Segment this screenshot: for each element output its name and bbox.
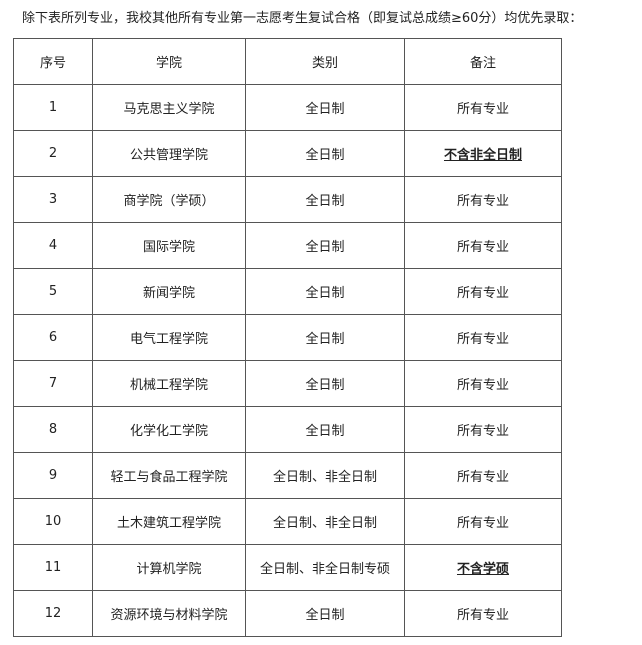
table-cell: 7 [13, 360, 93, 407]
table-cell: 全日制、非全日制 [245, 498, 405, 545]
table-cell: 全日制 [245, 314, 405, 361]
table-cell: 不含学硕 [404, 544, 562, 591]
table-cell: 化学化工学院 [92, 406, 246, 453]
table-cell: 所有专业 [404, 360, 562, 407]
table-cell: 土木建筑工程学院 [92, 498, 246, 545]
table-cell: 全日制 [245, 130, 405, 177]
table-cell: 国际学院 [92, 222, 246, 269]
table-cell: 5 [13, 268, 93, 315]
table-cell: 全日制、非全日制专硕 [245, 544, 405, 591]
table-cell: 电气工程学院 [92, 314, 246, 361]
table-cell: 全日制 [245, 176, 405, 223]
table-row: 3 商学院（学硕） 全日制 所有专业 [13, 176, 562, 223]
table-cell: 全日制 [245, 590, 405, 637]
table-cell: 商学院（学硕） [92, 176, 246, 223]
intro-text: 除下表所列专业，我校其他所有专业第一志愿考生复试合格（即复试总成绩≥60分）均优… [22, 11, 583, 26]
table-cell: 所有专业 [404, 406, 562, 453]
table-cell: 资源环境与材料学院 [92, 590, 246, 637]
table-row: 6 电气工程学院 全日制 所有专业 [13, 314, 562, 361]
table-cell: 2 [13, 130, 93, 177]
header-cell: 备注 [404, 38, 562, 85]
table-cell: 所有专业 [404, 176, 562, 223]
table-cell: 全日制 [245, 268, 405, 315]
table-row: 9 轻工与食品工程学院 全日制、非全日制 所有专业 [13, 452, 562, 499]
table-cell: 4 [13, 222, 93, 269]
table-cell: 所有专业 [404, 268, 562, 315]
table-row: 8 化学化工学院 全日制 所有专业 [13, 406, 562, 453]
table-cell: 所有专业 [404, 314, 562, 361]
table-cell: 轻工与食品工程学院 [92, 452, 246, 499]
table-cell: 全日制、非全日制 [245, 452, 405, 499]
table-cell: 1 [13, 84, 93, 131]
table-cell: 马克思主义学院 [92, 84, 246, 131]
header-cell: 学院 [92, 38, 246, 85]
table-row: 1 马克思主义学院 全日制 所有专业 [13, 84, 562, 131]
table-cell: 所有专业 [404, 222, 562, 269]
header-row: 序号 学院 类别 备注 [13, 38, 562, 85]
table-cell: 9 [13, 452, 93, 499]
table-cell: 11 [13, 544, 93, 591]
table-cell: 所有专业 [404, 452, 562, 499]
table-cell: 所有专业 [404, 84, 562, 131]
table-cell: 不含非全日制 [404, 130, 562, 177]
table-row: 10 土木建筑工程学院 全日制、非全日制 所有专业 [13, 498, 562, 545]
table-row: 4 国际学院 全日制 所有专业 [13, 222, 562, 269]
table-cell: 3 [13, 176, 93, 223]
table-cell: 所有专业 [404, 498, 562, 545]
table-cell: 新闻学院 [92, 268, 246, 315]
table-row: 2 公共管理学院 全日制 不含非全日制 [13, 130, 562, 177]
table-cell: 10 [13, 498, 93, 545]
table-cell: 公共管理学院 [92, 130, 246, 177]
table-row: 7 机械工程学院 全日制 所有专业 [13, 360, 562, 407]
table-cell: 计算机学院 [92, 544, 246, 591]
header-cell: 序号 [13, 38, 93, 85]
table-cell: 12 [13, 590, 93, 637]
table-cell: 8 [13, 406, 93, 453]
table-cell: 全日制 [245, 222, 405, 269]
table-cell: 所有专业 [404, 590, 562, 637]
table-row: 11 计算机学院 全日制、非全日制专硕 不含学硕 [13, 544, 562, 591]
table-cell: 机械工程学院 [92, 360, 246, 407]
header-cell: 类别 [245, 38, 405, 85]
table-cell: 全日制 [245, 360, 405, 407]
table-cell: 6 [13, 314, 93, 361]
admission-table: 序号 学院 类别 备注 1 马克思主义学院 全日制 所有专业 2 公共管理学院 全日制 不含非全日制… [13, 38, 562, 637]
table-row: 5 新闻学院 全日制 所有专业 [13, 268, 562, 315]
table-row: 12 资源环境与材料学院 全日制 所有专业 [13, 590, 562, 637]
table-cell: 全日制 [245, 84, 405, 131]
table-cell: 全日制 [245, 406, 405, 453]
